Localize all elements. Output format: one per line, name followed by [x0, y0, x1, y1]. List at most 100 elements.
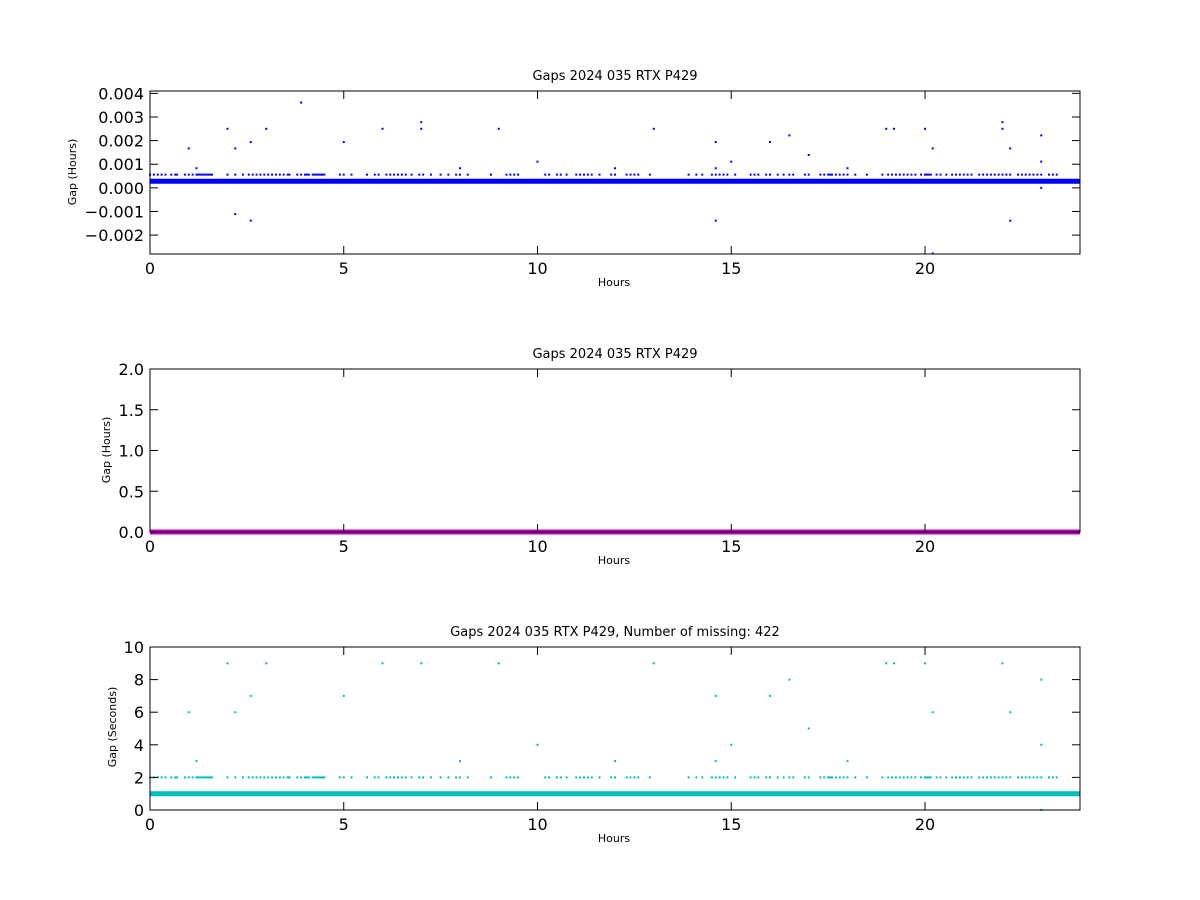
- chart-1-point-52: [377, 173, 380, 176]
- chart-3-point-56: [397, 776, 399, 779]
- chart-3-point-33: [286, 776, 289, 779]
- chart-1-point-128: [906, 173, 909, 176]
- chart-3-point-14: [201, 776, 204, 779]
- chart-3-point-47: [338, 776, 341, 779]
- chart-3-point-177: [652, 662, 655, 665]
- chart-1-point-65: [455, 173, 458, 176]
- chart-1-point-12: [197, 173, 200, 176]
- chart-1-point-101: [753, 173, 756, 176]
- chart-1-point-106: [782, 173, 785, 176]
- chart-1-point-149: [993, 173, 996, 176]
- chart-3-point-192: [1040, 743, 1043, 746]
- chart-3-point-122: [881, 776, 884, 779]
- chart-3-point-17: [207, 776, 210, 779]
- chart-1-point-42: [315, 173, 318, 176]
- chart-3-point-80: [583, 776, 585, 779]
- chart-3-point-88: [633, 776, 636, 779]
- chart-3-point-183: [807, 727, 810, 730]
- chart-3-point-163: [1055, 776, 1058, 779]
- chart-1-point-109: [803, 173, 806, 176]
- chart-3-point-99: [734, 776, 737, 779]
- chart-1-point-167: [234, 147, 237, 150]
- chart-1-point-39: [307, 173, 310, 176]
- chart-3-point-3: [160, 776, 163, 779]
- chart-1-point-144: [970, 173, 973, 176]
- chart-1-point-111: [819, 173, 822, 176]
- chart-1-point-145: [978, 173, 981, 176]
- chart-1-point-126: [898, 173, 901, 176]
- chart-1-point-185: [730, 160, 733, 163]
- chart-1-point-46: [323, 173, 326, 176]
- chart-3-point-106: [782, 776, 785, 779]
- chart-1-frame: [149, 90, 1081, 255]
- chart-3-point-170: [342, 694, 345, 697]
- chart-1-point-25: [255, 173, 258, 176]
- chart-3-point-94: [710, 776, 713, 779]
- chart-3-point-54: [389, 776, 392, 779]
- chart-1-point-174: [381, 127, 384, 130]
- chart-3-point-18: [209, 776, 212, 779]
- chart-1-point-58: [404, 173, 407, 176]
- chart-1-point-153: [1009, 173, 1012, 176]
- chart-3-point-55: [393, 776, 396, 779]
- chart-3-point-153: [1009, 776, 1012, 779]
- chart-3-point-124: [891, 776, 894, 779]
- chart-3-point-62: [429, 776, 432, 779]
- chart-2-x-tick-label-1: 5: [339, 537, 349, 556]
- chart-3-point-50: [366, 776, 368, 779]
- chart-2-x-tick-label-4: 20: [915, 537, 935, 556]
- chart-2-title: Gaps 2024 035 RTX P429: [532, 347, 697, 362]
- chart-2-y-tick-label-1: 0.5: [119, 482, 144, 501]
- chart-1-point-189: [846, 167, 849, 170]
- chart-1-point-102: [757, 173, 760, 176]
- chart-3-point-51: [373, 776, 376, 779]
- chart-1-point-95: [714, 173, 717, 176]
- chart-1-point-200: [1040, 160, 1043, 163]
- chart-1-point-16: [205, 173, 208, 176]
- chart-1-point-135: [929, 173, 932, 176]
- chart-1-point-198: [1009, 219, 1012, 222]
- chart-3-point-171: [381, 662, 384, 665]
- chart-3-point-157: [1028, 776, 1031, 779]
- chart-1-point-79: [579, 173, 582, 176]
- chart-3-point-112: [823, 776, 826, 779]
- chart-1-point-41: [313, 173, 316, 176]
- chart-3-point-97: [722, 776, 725, 779]
- chart-1-point-77: [565, 173, 568, 176]
- chart-3-point-179: [714, 760, 717, 763]
- chart-3-point-184: [846, 760, 849, 763]
- chart-1-point-177: [459, 167, 461, 170]
- chart-1-point-21: [234, 173, 237, 176]
- chart-1-point-74: [548, 173, 551, 176]
- chart-3-point-39: [307, 776, 310, 779]
- chart-1-point-107: [788, 173, 791, 176]
- chart-1-point-192: [924, 127, 926, 130]
- chart-1-point-105: [776, 173, 779, 176]
- chart-1-point-117: [838, 173, 841, 176]
- chart-1-point-160: [1040, 173, 1043, 176]
- chart-3-point-118: [842, 776, 845, 779]
- chart-3-point-53: [385, 776, 388, 779]
- chart-1-point-127: [902, 173, 905, 176]
- chart-1-point-78: [575, 173, 578, 176]
- chart-1-point-100: [749, 173, 752, 176]
- chart-3-point-84: [610, 776, 613, 779]
- chart-2-x-axis-label: Hours: [598, 554, 630, 567]
- chart-1-point-141: [958, 173, 961, 176]
- chart-3-point-175: [536, 743, 539, 746]
- chart-3-point-190: [1009, 711, 1012, 714]
- chart-1-point-19: [211, 173, 213, 176]
- chart-3-y-tick-label-5: 10: [124, 638, 144, 657]
- chart-1-point-201: [1040, 186, 1043, 189]
- chart-1-point-91: [687, 173, 690, 176]
- chart-1-x-tick-label-0: 0: [145, 259, 155, 278]
- chart-1-point-120: [854, 173, 857, 176]
- chart-1-point-50: [366, 173, 368, 176]
- chart-1-point-197: [1009, 147, 1012, 150]
- chart-3-point-140: [955, 776, 957, 779]
- chart-3-point-115: [831, 776, 833, 779]
- chart-2-y-tick-label-3: 1.5: [119, 401, 144, 420]
- chart-1-point-51: [373, 173, 376, 176]
- chart-1-point-114: [829, 173, 832, 176]
- chart-1-point-87: [629, 173, 632, 176]
